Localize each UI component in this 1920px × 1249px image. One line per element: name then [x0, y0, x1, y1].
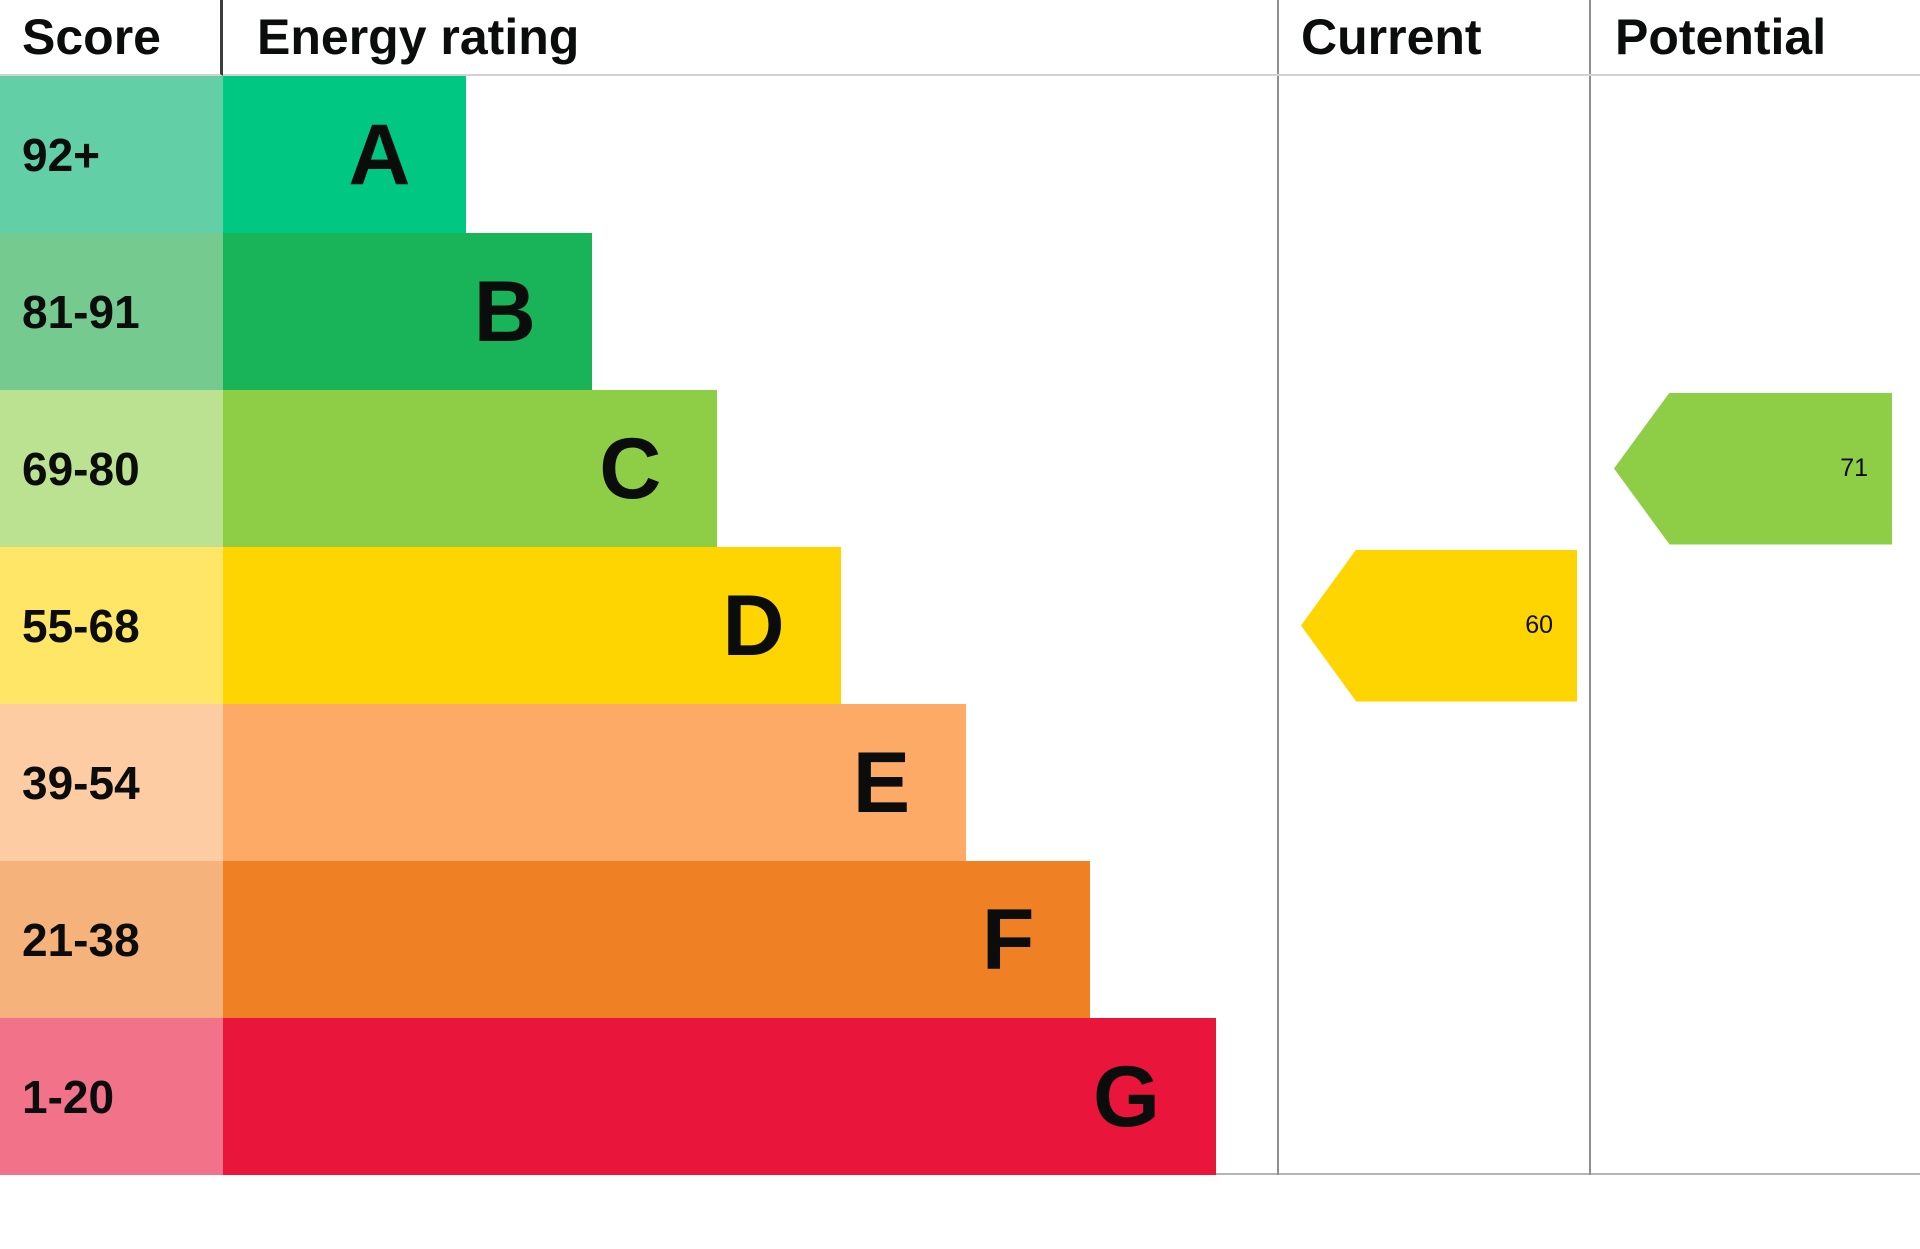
score-band-a: 92+: [0, 76, 223, 233]
score-band-d: 55-68: [0, 547, 223, 704]
rating-bar-cell-c: C: [223, 390, 1277, 547]
rating-bar-b: B: [223, 233, 592, 390]
rating-letter-g: G: [1092, 1048, 1160, 1145]
rating-letter-d: D: [722, 577, 785, 674]
rating-letter-c: C: [599, 420, 662, 517]
rating-letter-e: E: [852, 734, 911, 831]
potential-rating-arrow: 71: [1614, 392, 1892, 545]
energy-rating-header: Energy rating: [223, 0, 1277, 76]
current-header: Current: [1277, 0, 1591, 76]
rating-bar-f: F: [223, 861, 1091, 1018]
rating-bar-cell-a: A: [223, 76, 1277, 233]
rating-bar-cell-b: B: [223, 233, 1277, 390]
potential-column: [1591, 0, 1920, 1175]
score-header: Score: [0, 0, 223, 76]
score-band-c: 69-80: [0, 390, 223, 547]
score-band-b: 81-91: [0, 233, 223, 390]
rating-bar-cell-e: E: [223, 704, 1277, 861]
rating-bar-g: G: [223, 1018, 1216, 1175]
current-column: [1277, 0, 1591, 1175]
score-band-g: 1-20: [0, 1018, 223, 1175]
current-rating-value: 60: [1525, 611, 1553, 639]
score-band-e: 39-54: [0, 704, 223, 861]
rating-letter-f: F: [981, 891, 1035, 988]
rating-letter-b: B: [473, 263, 536, 360]
epc-rating-chart: Score Energy rating Current Potential 92…: [0, 0, 1920, 1175]
rating-bar-c: C: [223, 390, 718, 547]
rating-bar-cell-g: G: [223, 1018, 1277, 1175]
potential-header: Potential: [1591, 0, 1920, 76]
rating-bar-cell-d: D: [223, 547, 1277, 704]
potential-rating-value: 71: [1840, 454, 1868, 482]
rating-bar-e: E: [223, 704, 967, 861]
rating-bar-d: D: [223, 547, 841, 704]
score-band-f: 21-38: [0, 861, 223, 1018]
rating-letter-a: A: [348, 106, 411, 203]
rating-bar-cell-f: F: [223, 861, 1277, 1018]
rating-bar-a: A: [223, 76, 467, 233]
current-rating-arrow: 60: [1301, 549, 1577, 702]
